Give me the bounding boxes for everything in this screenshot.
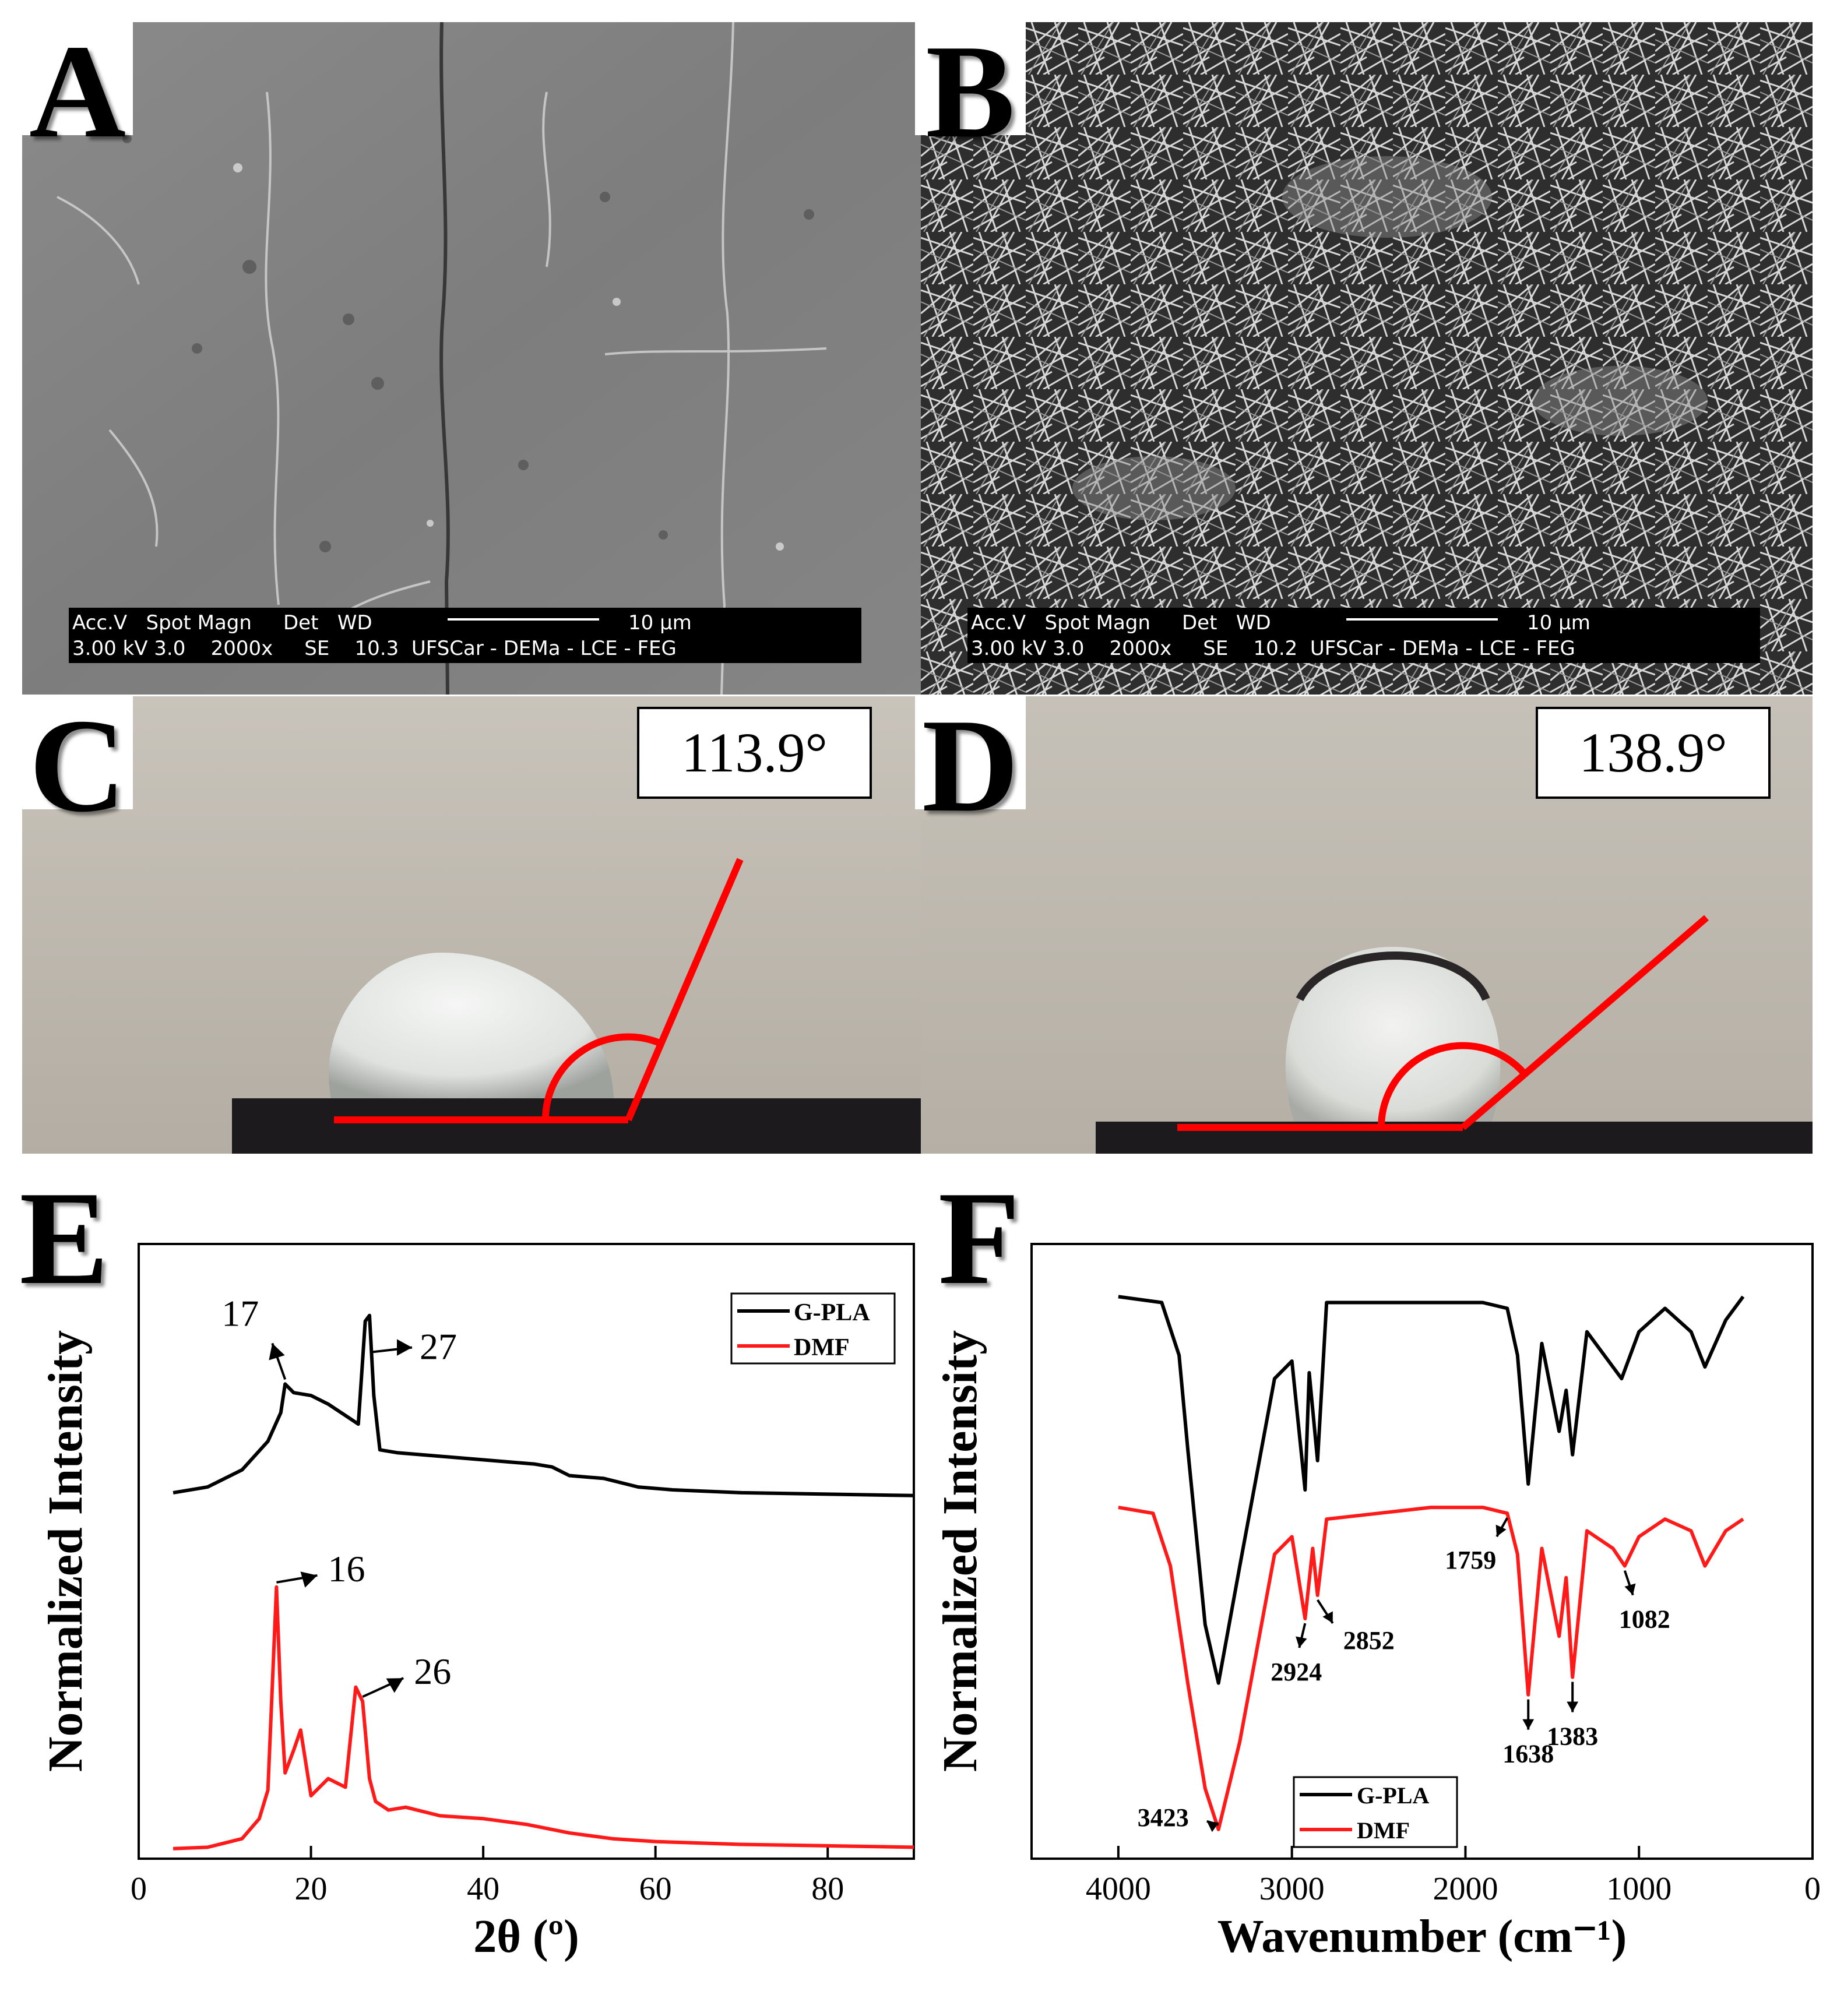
y-axis-label-f: Normalized Intensity xyxy=(933,1330,987,1772)
sem-info-line2-b: 3.00 kV 3.0 2000x SE 10.2 UFSCar - DEMa … xyxy=(971,637,1575,660)
angle-lines-d xyxy=(1177,915,1709,1131)
sem-fibrous-surface-b xyxy=(921,22,1813,695)
legend-label-dmf-e: DMF xyxy=(794,1334,850,1361)
annotation-arrowhead-1759 xyxy=(1495,1524,1507,1537)
x-tick-label-f-3: 1000 xyxy=(1606,1871,1671,1907)
sem-image-a: Acc.V Spot Magn Det WD 3.00 kV 3.0 2000x… xyxy=(22,22,922,695)
water-droplet-c xyxy=(328,953,614,1098)
y-axis-label-e: Normalized Intensity xyxy=(38,1330,93,1772)
panel-label-d: D xyxy=(915,696,1026,833)
annotation-arrowhead-1638 xyxy=(1522,1719,1535,1730)
annotation-arrowhead-2852 xyxy=(1322,1611,1333,1623)
scale-bar-b xyxy=(1346,618,1498,621)
legend-e: G-PLA DMF xyxy=(730,1292,896,1365)
x-tick-label-f-4: 0 xyxy=(1804,1871,1821,1907)
contact-angle-value-d: 138.9° xyxy=(1536,707,1771,799)
series-line-dmf-e xyxy=(173,1585,914,1851)
x-tick-label-e-0: 0 xyxy=(131,1871,147,1907)
annotation-arrowhead-27 xyxy=(397,1339,412,1356)
legend-label-dmf-f: DMF xyxy=(1357,1817,1410,1844)
legend-label-g-pla-e: G-PLA xyxy=(794,1299,870,1326)
legend-label-g-pla-f: G-PLA xyxy=(1357,1782,1430,1809)
annotation-arrowhead-1383 xyxy=(1567,1701,1579,1712)
annotation-arrowhead-16 xyxy=(300,1571,318,1588)
annotation-arrowhead-26 xyxy=(386,1678,404,1693)
x-axis-label-f: Wavenumber (cm⁻¹) xyxy=(1217,1911,1627,1962)
contact-angle-value-c: 113.9° xyxy=(637,707,872,799)
sem-info-line2-a: 3.00 kV 3.0 2000x SE 10.3 UFSCar - DEMa … xyxy=(72,637,677,660)
annotation-label-26: 26 xyxy=(414,1651,451,1692)
series-line-g-pla-e xyxy=(173,1313,914,1497)
panel-label-c: C xyxy=(22,696,133,833)
series-line-g-pla-f xyxy=(1118,1295,1745,1685)
series-lines-f xyxy=(1118,1295,1745,1831)
annotation-label-2924: 2924 xyxy=(1271,1658,1322,1686)
ftir-chart-f: 4000 3000 2000 1000 0 3423 2924 2852 1759 163813… xyxy=(933,1243,1821,1962)
xrd-chart-e: 0 20 40 60 80 17 27 16 26 G-PLA DMF 2θ (º) Norm… xyxy=(38,1243,915,1962)
panel-label-b: B xyxy=(915,22,1026,158)
annotation-arrowhead-3423 xyxy=(1206,1821,1219,1832)
sem-info-line1-b: Acc.V Spot Magn Det WD xyxy=(971,611,1271,635)
angle-lines-c xyxy=(334,858,744,1123)
x-axis-ticks-f: 4000 3000 2000 1000 0 xyxy=(1086,1846,1821,1907)
plot-frame-e xyxy=(138,1243,915,1860)
annotation-label-2852: 2852 xyxy=(1343,1626,1395,1655)
annotation-label-27: 27 xyxy=(420,1326,457,1368)
sem-info-bar-b: Acc.V Spot Magn Det WD 3.00 kV 3.0 2000x… xyxy=(967,608,1760,663)
sem-image-b: Acc.V Spot Magn Det WD 3.00 kV 3.0 2000x… xyxy=(921,22,1813,695)
annotation-label-17: 17 xyxy=(221,1292,259,1334)
x-tick-label-f-1: 3000 xyxy=(1259,1871,1325,1907)
annotation-arrowhead-17 xyxy=(269,1343,285,1361)
annotation-arrowhead-1082 xyxy=(1624,1583,1636,1595)
scale-label-b: 10 μm xyxy=(1527,611,1590,635)
scale-label-a: 10 μm xyxy=(628,611,692,635)
x-tick-label-f-0: 4000 xyxy=(1086,1871,1151,1907)
peak-annotations-e: 17 27 16 26 xyxy=(221,1292,457,1698)
series-lines-e xyxy=(173,1313,914,1851)
scale-bar-a xyxy=(448,618,599,621)
water-droplet-d xyxy=(1285,947,1501,1122)
annotation-label-1383: 1383 xyxy=(1547,1722,1598,1751)
panel-label-e: E xyxy=(19,1164,109,1312)
annotation-label-16: 16 xyxy=(328,1548,365,1589)
x-axis-ticks-e: 0 20 40 60 80 xyxy=(131,1846,844,1907)
sem-surface-a xyxy=(22,22,922,695)
legend-f: G-PLA DMF xyxy=(1293,1776,1458,1848)
x-tick-label-e-4: 80 xyxy=(811,1871,844,1907)
panel-label-a: A xyxy=(22,22,133,158)
x-axis-label-e: 2θ (º) xyxy=(473,1911,579,1962)
plot-frame-f xyxy=(1030,1243,1814,1860)
contact-angle-photo-d: 138.9° xyxy=(921,696,1813,1154)
annotation-label-1638: 1638 xyxy=(1502,1740,1554,1768)
x-tick-label-e-3: 60 xyxy=(639,1871,672,1907)
x-tick-label-e-1: 20 xyxy=(295,1871,328,1907)
panel-label-f: F xyxy=(938,1164,1020,1312)
annotation-label-1082: 1082 xyxy=(1619,1605,1670,1634)
annotation-arrowhead-2924 xyxy=(1296,1636,1307,1648)
sem-info-line1-a: Acc.V Spot Magn Det WD xyxy=(72,611,372,635)
x-tick-label-f-2: 2000 xyxy=(1433,1871,1498,1907)
sem-info-bar-a: Acc.V Spot Magn Det WD 3.00 kV 3.0 2000x… xyxy=(69,608,861,663)
contact-angle-photo-c: 113.9° xyxy=(22,696,922,1154)
series-line-dmf-f xyxy=(1118,1506,1744,1831)
annotation-label-3423: 3423 xyxy=(1138,1803,1189,1832)
x-tick-label-e-2: 40 xyxy=(467,1871,499,1907)
annotation-label-1759: 1759 xyxy=(1445,1546,1496,1574)
